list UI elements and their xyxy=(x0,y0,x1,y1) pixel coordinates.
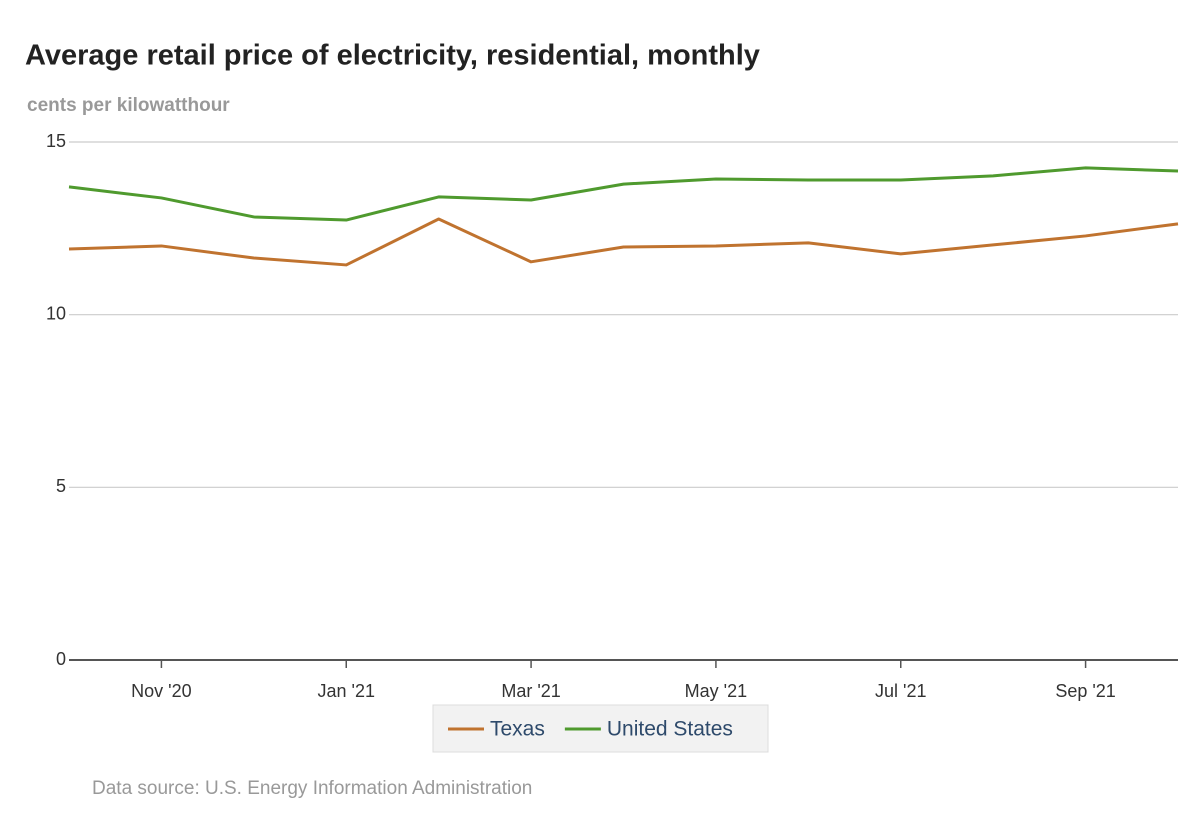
x-tick-label: Sep '21 xyxy=(1055,681,1116,701)
y-tick-label: 15 xyxy=(46,131,66,151)
source-note: Data source: U.S. Energy Information Adm… xyxy=(92,778,532,799)
x-tick-label: Jan '21 xyxy=(318,681,375,701)
legend-label: Texas xyxy=(490,718,545,741)
series-line xyxy=(68,217,1179,267)
y-tick-label: 0 xyxy=(56,649,66,669)
chart-subtitle: cents per kilowatthour xyxy=(27,95,230,116)
x-tick-label: Nov '20 xyxy=(131,681,191,701)
y-tick-label: 5 xyxy=(56,476,66,496)
x-tick-label: Jul '21 xyxy=(875,681,926,701)
legend-label: United States xyxy=(607,718,733,741)
x-tick-label: Mar '21 xyxy=(501,681,560,701)
y-tick-label: 10 xyxy=(46,303,66,323)
x-tick-label: May '21 xyxy=(685,681,747,701)
chart-title: Average retail price of electricity, res… xyxy=(25,40,760,72)
series-line xyxy=(68,166,1179,222)
